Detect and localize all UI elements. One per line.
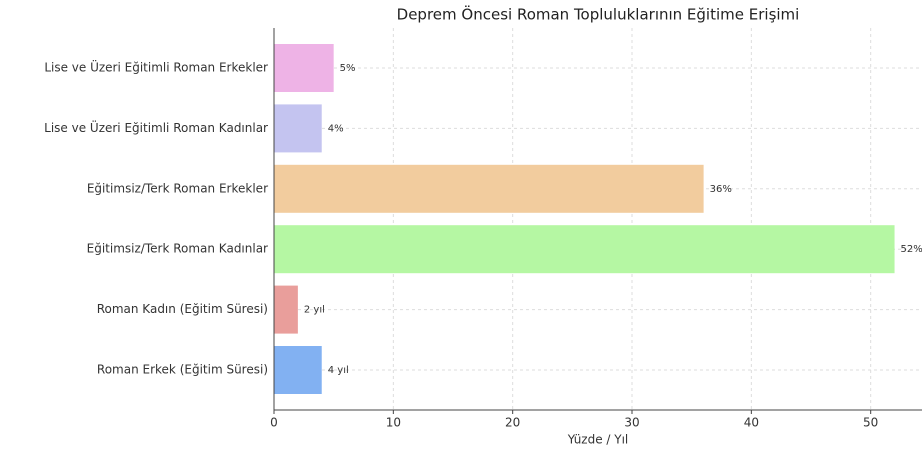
y-tick-label: Eğitimsiz/Terk Roman Kadınlar: [87, 242, 268, 256]
bar: [274, 164, 704, 213]
bar: [274, 346, 322, 394]
x-tick-label: 20: [505, 416, 520, 430]
bar: [274, 44, 334, 92]
x-tick-label: 30: [624, 416, 639, 430]
y-tick-label: Roman Kadın (Eğitim Süresi): [97, 302, 268, 316]
bar: [274, 104, 322, 153]
y-tick-label: Eğitimsiz/Terk Roman Erkekler: [87, 181, 268, 195]
value-label: 2 yıl: [304, 305, 325, 316]
bar: [274, 225, 895, 274]
y-tick-label: Lise ve Üzeri Eğitimli Roman Kadınlar: [44, 119, 268, 135]
value-label: 52%: [901, 244, 922, 255]
value-label: 4 yıl: [328, 365, 349, 376]
value-label: 36%: [710, 184, 732, 195]
x-tick-label: 0: [270, 416, 278, 430]
value-label: 4%: [328, 123, 344, 134]
y-tick-label: Lise ve Üzeri Eğitimli Roman Erkekler: [44, 59, 268, 75]
bar: [274, 285, 298, 334]
x-tick-label: 50: [863, 416, 878, 430]
x-tick-label: 40: [744, 416, 759, 430]
chart-title: Deprem Öncesi Roman Topluluklarının Eğit…: [397, 5, 800, 24]
value-label: 5%: [340, 63, 356, 74]
y-tick-label: Roman Erkek (Eğitim Süresi): [97, 363, 268, 377]
x-tick-label: 10: [386, 416, 401, 430]
x-axis-label: Yüzde / Yıl: [567, 433, 629, 447]
